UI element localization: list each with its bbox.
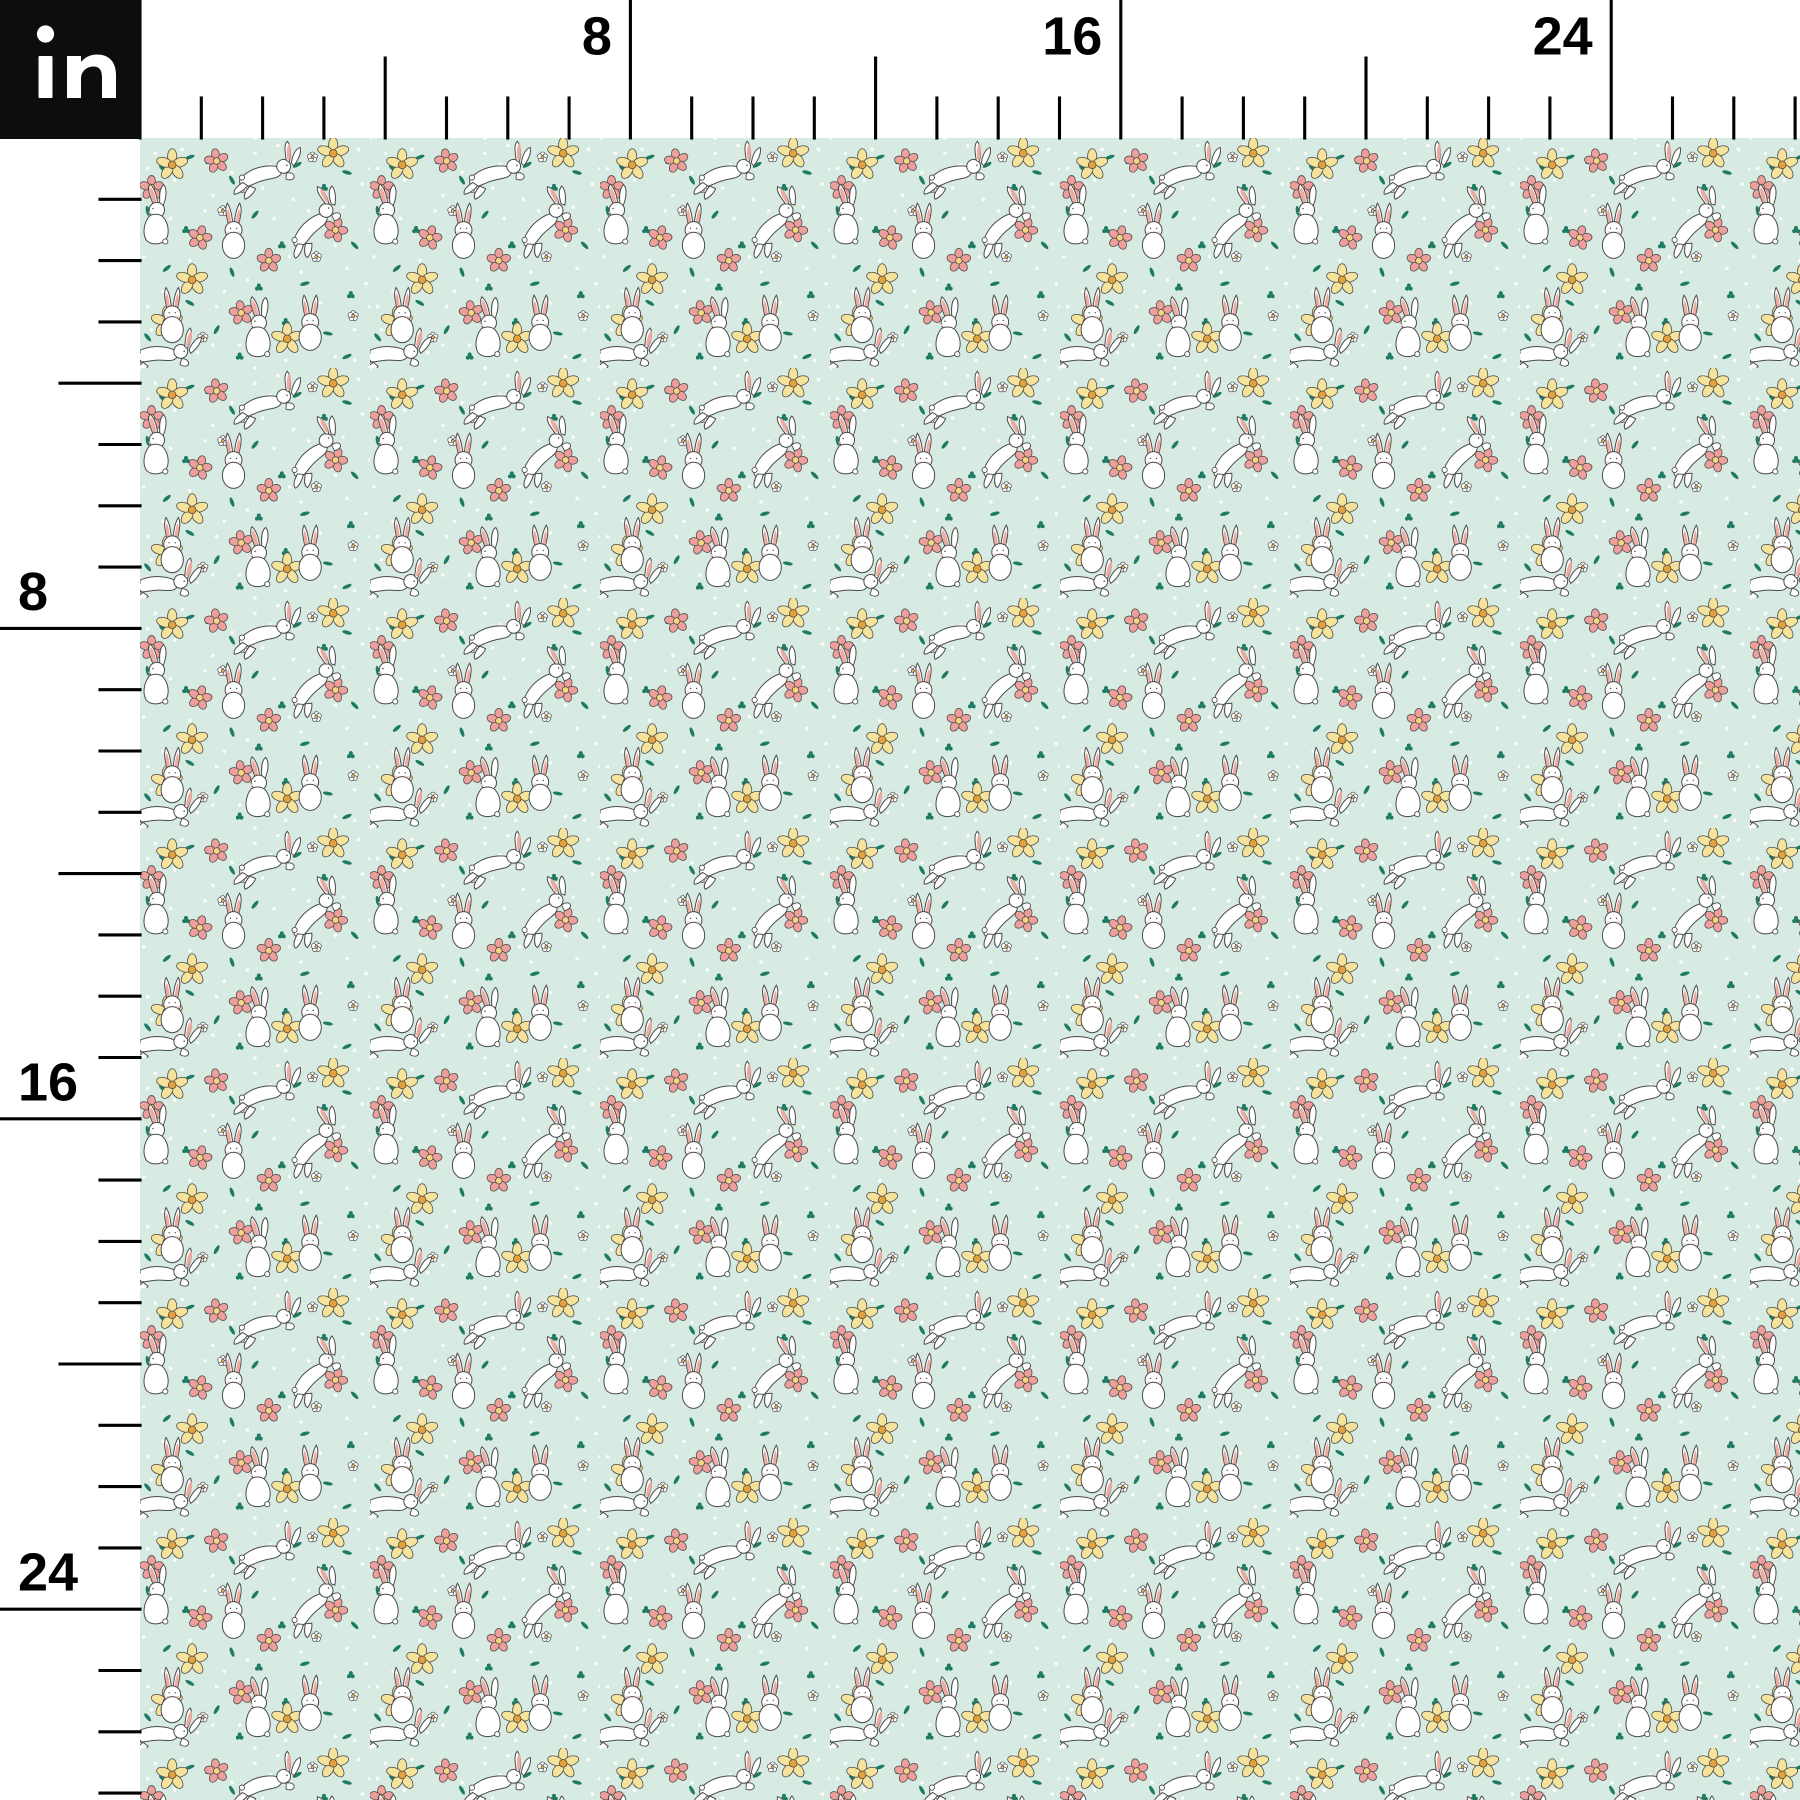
svg-text:24: 24	[18, 1543, 78, 1603]
svg-text:16: 16	[18, 1052, 78, 1112]
svg-text:24: 24	[1533, 7, 1593, 67]
svg-text:8: 8	[18, 562, 48, 622]
svg-text:8: 8	[582, 7, 612, 67]
svg-text:16: 16	[1042, 7, 1102, 67]
